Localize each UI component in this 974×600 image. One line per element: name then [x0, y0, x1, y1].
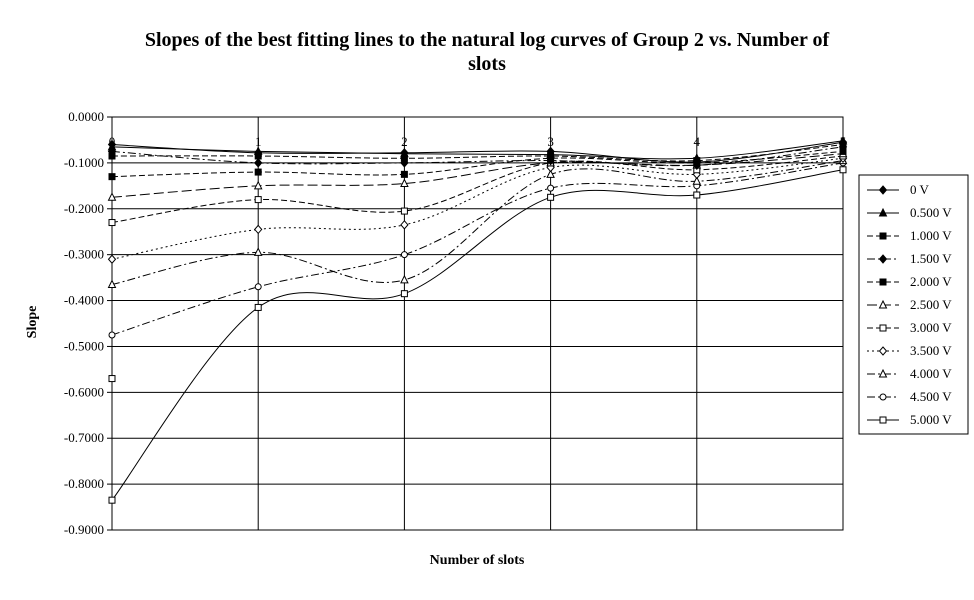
data-point: [254, 224, 263, 235]
y-tick-label: -0.2000: [64, 201, 104, 216]
data-point: [400, 170, 408, 178]
legend-swatch-marker: [879, 324, 887, 332]
data-point: [253, 247, 263, 256]
y-tick-label: -0.9000: [64, 522, 104, 537]
y-tick-label: -0.5000: [64, 338, 104, 353]
data-point: [838, 137, 848, 147]
x-axis-title: Number of slots: [430, 553, 525, 568]
data-point: [400, 251, 408, 259]
data-point: [107, 139, 117, 150]
data-point: [400, 220, 409, 230]
y-tick-label: 0.0000: [68, 109, 104, 124]
legend-label: 2.500 V: [910, 297, 952, 312]
data-point: [107, 192, 117, 201]
legend-box: [858, 174, 969, 435]
data-point: [254, 303, 262, 311]
data-point: [546, 146, 555, 157]
series-line: [111, 140, 844, 160]
legend-label: 4.500 V: [910, 389, 952, 404]
data-point: [693, 191, 701, 199]
series-line: [111, 150, 844, 178]
legend-label: 4.000 V: [910, 366, 952, 381]
series-5-000-V: [108, 166, 847, 504]
legend-swatch-marker: [879, 416, 887, 424]
legend-label: 3.500 V: [910, 343, 952, 358]
data-point: [254, 196, 262, 204]
legend-label: 2.000 V: [910, 274, 952, 289]
series-3-000-V: [108, 152, 847, 227]
x-tick-label: 4: [694, 134, 701, 149]
y-tick-label: -0.6000: [64, 384, 104, 399]
legend-swatch-marker: [878, 254, 888, 264]
series-4-000-V: [107, 155, 848, 288]
data-point: [400, 290, 408, 298]
data-point: [254, 283, 262, 291]
x-tick-label: 1: [255, 134, 262, 149]
series-line: [111, 169, 844, 501]
y-tick-label: -0.4000: [64, 293, 104, 308]
data-point: [839, 166, 847, 174]
legend-swatch-marker: [879, 393, 887, 401]
data-point: [108, 152, 116, 160]
y-tick-label: -0.8000: [64, 476, 104, 491]
plot-frame: [111, 116, 844, 531]
series-1-500-V: [107, 142, 848, 170]
series-2-000-V: [108, 147, 847, 181]
data-point: [254, 148, 263, 158]
legend-label: 1.000 V: [910, 228, 952, 243]
series-line: [111, 144, 844, 162]
legend-label: 3.000 V: [910, 320, 952, 335]
data-point: [108, 375, 116, 383]
data-point: [254, 158, 263, 168]
plot-area: 0.0000 -0.1000 -0.2000 -0.3000 -0.4000 -0.500…: [64, 109, 848, 537]
chart-title-line-2: slots: [468, 53, 506, 75]
series-line: [111, 157, 844, 260]
chart-title-line-1: Slopes of the best fitting lines to the …: [145, 29, 830, 51]
series-line: [111, 141, 844, 163]
series-line: [111, 160, 844, 285]
series-4-500-V: [108, 159, 847, 339]
data-point: [547, 193, 555, 201]
y-tick-label: -0.7000: [64, 430, 104, 445]
data-point: [253, 180, 263, 190]
data-point: [108, 496, 116, 504]
data-point: [108, 173, 116, 181]
series-line: [111, 162, 844, 336]
data-point: [400, 274, 409, 284]
series-line: [111, 155, 844, 224]
data-point: [400, 207, 408, 215]
data-point: [546, 169, 555, 178]
data-point: [692, 157, 701, 167]
legend-label: 0.500 V: [910, 205, 952, 220]
legend: 0 V 0.500 V 1.000 V 1.500 V 2.000 V 2.500 V 3.…: [858, 174, 969, 435]
legend-swatch-marker: [878, 299, 888, 309]
data-point: [108, 331, 116, 339]
data-point: [254, 168, 262, 176]
data-point: [400, 178, 409, 188]
data-point: [400, 148, 409, 158]
legend-swatch-marker: [879, 232, 887, 240]
series-line: [111, 146, 844, 167]
x-tick-label: 2: [401, 134, 408, 149]
data-point: [547, 184, 555, 192]
x-tick-label: 3: [547, 134, 554, 149]
legend-label: 0 V: [910, 182, 930, 197]
data-point: [692, 176, 702, 185]
y-axis-title: Slope: [25, 306, 40, 339]
y-tick-label: -0.1000: [64, 155, 104, 170]
legend-label: 1.500 V: [910, 251, 952, 266]
legend-label: 5.000 V: [910, 412, 952, 427]
legend-swatch-marker: [878, 207, 888, 217]
legend-swatch-marker: [878, 346, 888, 356]
legend-swatch-marker: [878, 368, 888, 378]
data-point: [107, 254, 117, 265]
legend-swatch-marker: [878, 185, 888, 195]
data-point: [108, 219, 116, 227]
data-point: [107, 279, 117, 288]
legend-swatch-marker: [879, 278, 887, 286]
y-tick-label: -0.3000: [64, 247, 104, 262]
series-0-V: [107, 137, 848, 167]
series-line: [111, 153, 844, 198]
